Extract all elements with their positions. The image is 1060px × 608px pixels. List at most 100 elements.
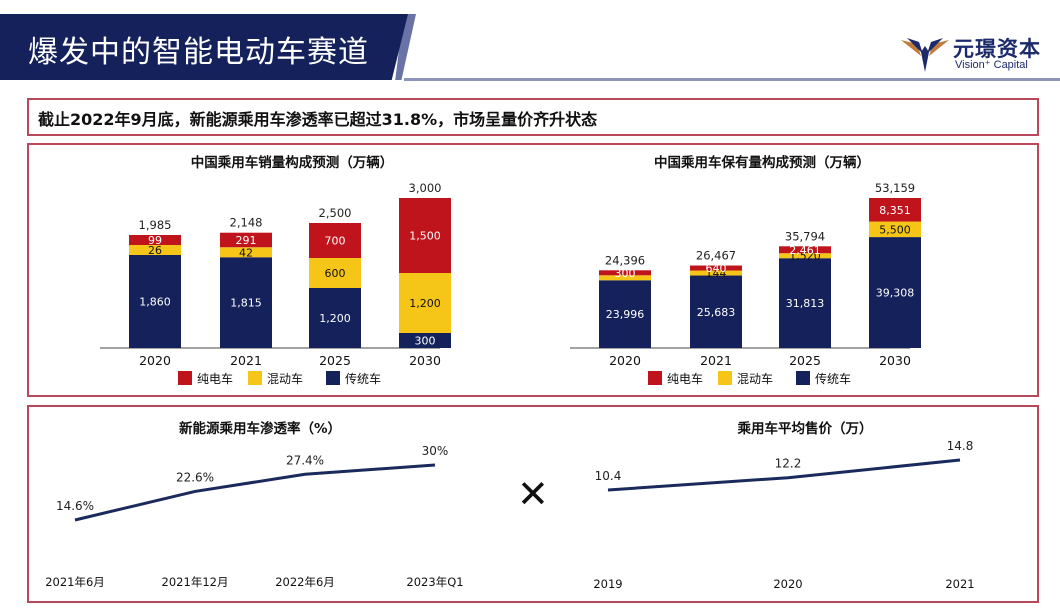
bar-total-label: 26,467 <box>696 249 736 263</box>
legend-swatch <box>796 371 810 385</box>
bar-total-label: 1,985 <box>139 218 172 232</box>
bar-segment <box>869 221 921 238</box>
bar-value-label: 8,351 <box>879 204 911 217</box>
legend-swatch <box>178 371 192 385</box>
header-title-banner <box>0 14 408 80</box>
bar-segment <box>220 247 272 258</box>
bar-value-label: 39,308 <box>876 287 915 300</box>
x-tick-label: 2021年12月 <box>162 575 229 589</box>
bar-segment <box>129 245 181 255</box>
legend-swatch <box>248 371 262 385</box>
bar-value-label: 640 <box>706 262 727 275</box>
bar-value-label: 600 <box>325 267 346 280</box>
stock-chart-title: 中国乘用车保有量构成预测（万辆） <box>654 155 870 171</box>
penetration-chart-title: 新能源乘用车渗透率（%） <box>178 421 342 437</box>
bar-segment <box>220 257 272 348</box>
bar-segment <box>690 270 742 276</box>
bar-value-label: 300 <box>415 335 436 348</box>
x-tick-label: 2025 <box>319 353 351 368</box>
bar-value-label: 5,500 <box>879 223 911 236</box>
penetration-line-chart: 14.6% 2021年6月 22.6% 2021年12月 27.4% 2022年6月 30%… <box>45 444 463 589</box>
data-label: 14.8 <box>947 439 974 453</box>
bar-value-label: 31,813 <box>786 297 825 310</box>
bar-segment <box>779 246 831 254</box>
bar-segment <box>599 275 651 281</box>
bar-segment <box>220 232 272 248</box>
legend-label: 纯电车 <box>667 371 703 386</box>
bar-value-label: 25,683 <box>697 306 736 319</box>
x-tick-label: 2020 <box>139 353 171 368</box>
bar-value-label: 300 <box>615 267 636 280</box>
bar-total-label: 3,000 <box>409 181 442 195</box>
legend-label: 混动车 <box>737 371 773 386</box>
bar-value-label: 23,996 <box>606 308 645 321</box>
bar-segment <box>129 235 181 245</box>
multiply-symbol: ✕ <box>517 472 549 516</box>
bar-total-label: 2,500 <box>319 206 352 220</box>
bar-value-label: 99 <box>148 234 162 247</box>
statement-box <box>27 98 1039 136</box>
bar-segment <box>779 253 831 259</box>
bar-segment <box>779 258 831 348</box>
logo-name: 元璟资本 <box>953 37 1041 61</box>
x-tick-label: 2023年Q1 <box>406 575 463 589</box>
line-charts-panel <box>27 405 1039 603</box>
bar-segment <box>309 288 361 348</box>
bar-total-label: 35,794 <box>785 229 825 243</box>
bar-value-label: 42 <box>239 246 253 259</box>
legend-label: 传统车 <box>345 371 381 386</box>
bar-segment <box>399 198 451 273</box>
price-line-chart: 10.4 2019 12.2 2020 14.8 2021 <box>593 439 974 591</box>
legend-swatch <box>326 371 340 385</box>
bar-segment <box>869 237 921 348</box>
legend-label: 传统车 <box>815 371 851 386</box>
bar-value-label: 1,860 <box>139 296 171 309</box>
data-label: 14.6% <box>56 499 94 513</box>
data-label: 27.4% <box>286 453 324 467</box>
bar-value-label: 26 <box>148 244 162 257</box>
header-divider <box>404 78 1060 81</box>
x-tick-label: 2020 <box>609 353 641 368</box>
bar-total-label: 53,159 <box>875 181 915 195</box>
statement-text: 截止2022年9月底，新能源乘用车渗透率已超过31.8%，市场呈量价齐升状态 <box>38 110 598 129</box>
x-tick-label: 2025 <box>789 353 821 368</box>
bar-segment <box>599 270 651 276</box>
bar-value-label: 1,815 <box>230 297 262 310</box>
x-tick-label: 2019 <box>593 577 622 591</box>
data-label: 30% <box>422 444 449 458</box>
data-label: 10.4 <box>595 469 622 483</box>
bar-value-label: 700 <box>325 235 346 248</box>
logo-subtitle: Vision⁺ Capital <box>955 59 1028 71</box>
bar-value-label: 1,500 <box>409 230 441 243</box>
x-tick-label: 2030 <box>409 353 441 368</box>
bar-segment <box>399 273 451 333</box>
series-line <box>607 458 961 492</box>
legend-swatch <box>718 371 732 385</box>
bar-value-label: 1,200 <box>319 312 351 325</box>
page-title: 爆发中的智能电动车赛道 <box>28 35 369 70</box>
eagle-logo-icon <box>901 38 949 72</box>
price-chart-title: 乘用车平均售价（万） <box>737 421 873 437</box>
bar-segment <box>309 223 361 258</box>
legend-swatch <box>648 371 662 385</box>
bar-segment <box>690 275 742 348</box>
data-label: 22.6% <box>176 470 214 484</box>
sales-chart-title: 中国乘用车销量构成预测（万辆） <box>190 155 394 171</box>
bar-total-label: 2,148 <box>230 216 263 230</box>
bar-segment <box>869 198 921 222</box>
x-tick-label: 2021 <box>230 353 262 368</box>
data-label: 12.2 <box>775 457 802 471</box>
bar-value-label: 2,461 <box>789 244 821 257</box>
bar-value-label: 291 <box>236 234 257 247</box>
x-tick-label: 2021年6月 <box>45 575 105 589</box>
bar-segment <box>690 265 742 271</box>
bar-value-label: 1,200 <box>409 297 441 310</box>
legend-label: 混动车 <box>267 371 303 386</box>
stock-bar-chart: 23,99630024,396202025,68314464026,467202… <box>570 181 921 386</box>
bar-segment <box>599 280 651 348</box>
x-tick-label: 2022年6月 <box>275 575 335 589</box>
bar-total-label: 24,396 <box>605 253 645 267</box>
x-tick-label: 2030 <box>879 353 911 368</box>
legend-label: 纯电车 <box>197 371 233 386</box>
